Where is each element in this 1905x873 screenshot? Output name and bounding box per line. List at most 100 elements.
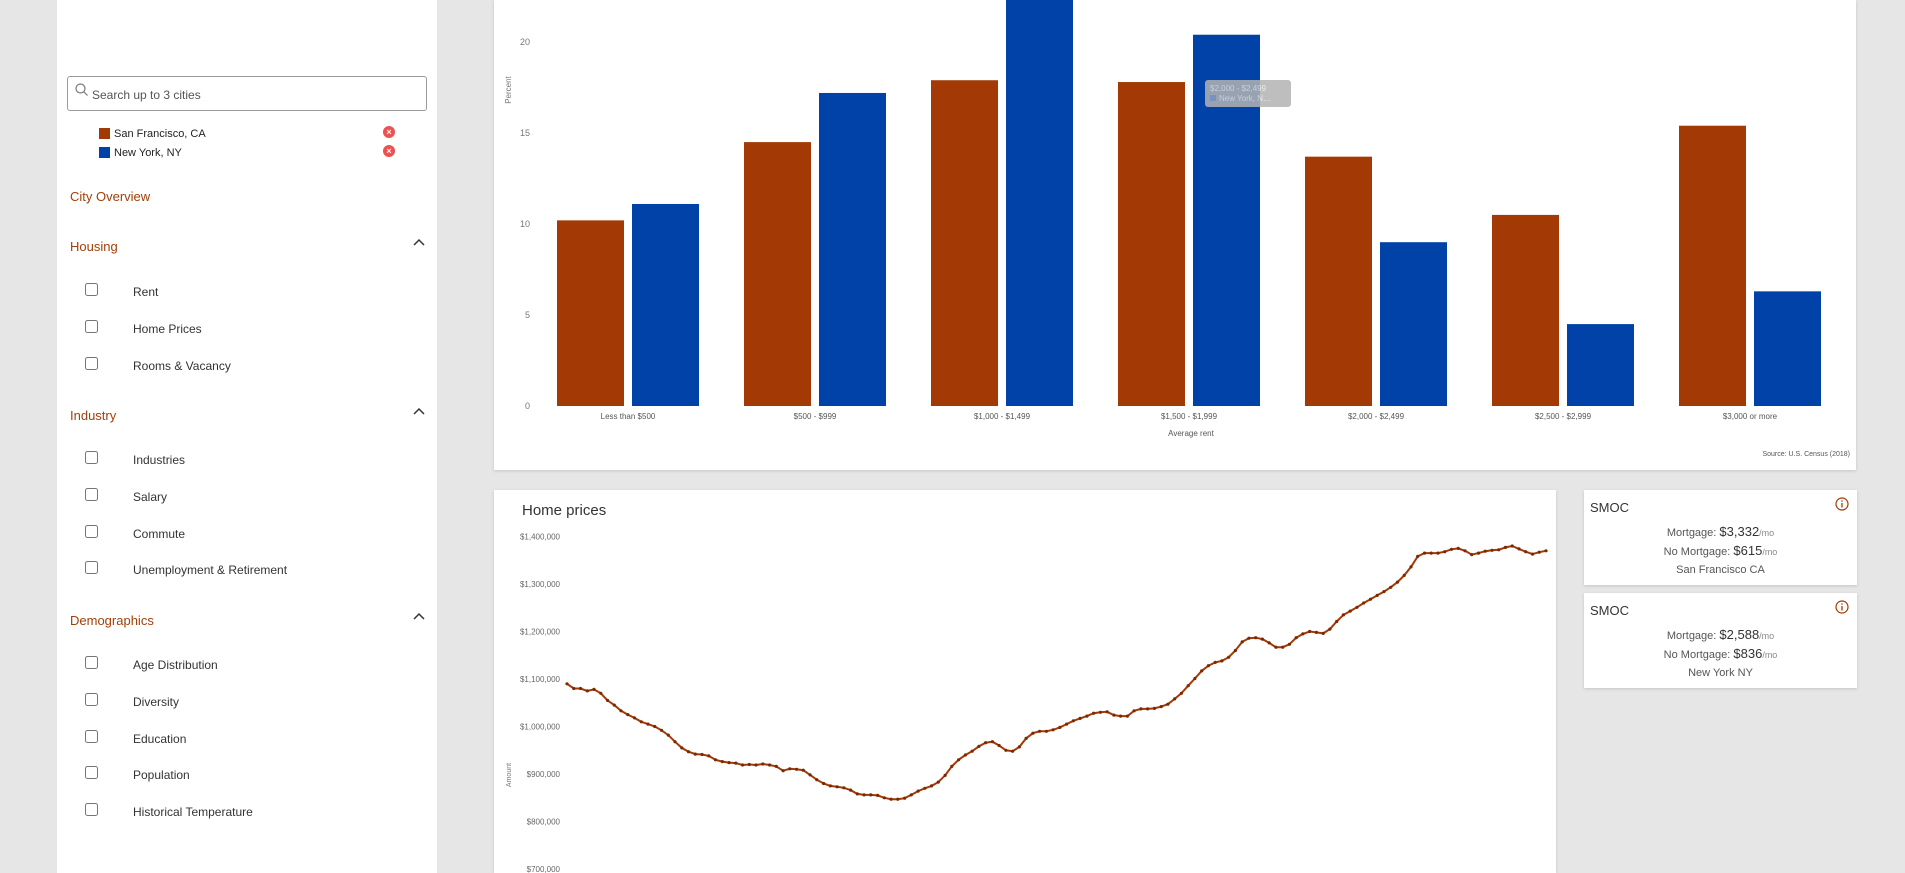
option-age-distribution[interactable]: Age Distribution: [85, 656, 415, 676]
price-point: [1449, 547, 1454, 551]
option-diversity[interactable]: Diversity: [85, 693, 415, 713]
price-point: [774, 764, 778, 768]
price-point: [930, 784, 934, 788]
y-tick-label: $1,000,000: [520, 723, 561, 732]
price-point: [849, 788, 853, 792]
price-point: [855, 792, 859, 796]
price-point: [1497, 548, 1501, 552]
price-point: [1416, 554, 1420, 558]
smoc-city: New York NY: [1688, 667, 1753, 679]
smoc-no-mortgage: No Mortgage: $836/mo: [1584, 646, 1857, 661]
price-point: [1503, 545, 1508, 549]
section-housing-title[interactable]: Housing: [70, 239, 118, 254]
historical-temperature-checkbox[interactable]: [85, 803, 98, 816]
y-tick-label: $800,000: [527, 818, 561, 827]
option-salary[interactable]: Salary: [85, 488, 415, 508]
rent-chart-card: 0 5 10 15 20 Percent Less than $500 $500 - $999…: [494, 0, 1856, 470]
option-rent[interactable]: Rent: [85, 283, 415, 303]
smoc-city: San Francisco CA: [1676, 564, 1765, 576]
y-tick-label: 20: [520, 37, 530, 47]
industries-checkbox[interactable]: [85, 451, 98, 464]
population-checkbox[interactable]: [85, 766, 98, 779]
option-industries[interactable]: Industries: [85, 451, 415, 471]
price-point: [1544, 549, 1548, 553]
bar-san-francisco: [557, 220, 624, 406]
price-point: [1166, 702, 1170, 706]
info-icon[interactable]: [1835, 600, 1849, 614]
rooms-vacancy-checkbox[interactable]: [85, 357, 98, 370]
price-point: [1328, 627, 1332, 631]
y-tick-label: 0: [525, 401, 530, 411]
mortgage-label: Mortgage:: [1666, 527, 1717, 539]
price-point: [1254, 636, 1258, 640]
source-note: Source: U.S. Census (2018): [1762, 451, 1850, 458]
commute-checkbox[interactable]: [85, 525, 98, 538]
selected-city-new-york: New York, NY ×: [99, 145, 399, 162]
city-overview-link[interactable]: City Overview: [70, 189, 151, 204]
info-icon[interactable]: [1835, 497, 1849, 511]
price-point: [713, 758, 718, 762]
price-point: [1213, 660, 1217, 664]
chevron-up-icon[interactable]: [412, 237, 426, 247]
price-point: [619, 709, 623, 713]
chevron-up-icon[interactable]: [412, 611, 426, 621]
home-prices-checkbox[interactable]: [85, 320, 98, 333]
city-search-input[interactable]: [90, 77, 424, 112]
option-rooms-vacancy[interactable]: Rooms & Vacancy: [85, 357, 415, 377]
section-industry-title[interactable]: Industry: [70, 408, 117, 423]
tooltip-box: [1205, 80, 1291, 107]
price-point: [923, 786, 927, 790]
education-checkbox[interactable]: [85, 730, 98, 743]
y-axis-label: Amount: [506, 763, 513, 787]
price-point: [801, 768, 805, 772]
price-point: [808, 773, 812, 777]
no-mortgage-label: No Mortgage:: [1663, 649, 1731, 661]
price-point: [1294, 636, 1298, 640]
option-home-prices[interactable]: Home Prices: [85, 320, 415, 340]
option-label: Industries: [133, 453, 186, 467]
salary-checkbox[interactable]: [85, 488, 98, 501]
price-point: [909, 793, 913, 797]
section-demographics-title[interactable]: Demographics: [70, 613, 154, 628]
bar-san-francisco: [1492, 214, 1559, 406]
option-education[interactable]: Education: [85, 730, 415, 750]
unemployment-retirement-checkbox[interactable]: [85, 561, 98, 574]
price-point: [700, 752, 704, 757]
price-point: [977, 744, 981, 748]
smoc-mortgage: Mortgage: $2,588/mo: [1584, 627, 1857, 642]
option-label: Age Distribution: [133, 658, 218, 672]
x-tick-label: $1,500 - $1,999: [1161, 412, 1218, 421]
price-point: [1004, 748, 1008, 752]
option-commute[interactable]: Commute: [85, 525, 415, 545]
option-historical-temperature[interactable]: Historical Temperature: [85, 803, 415, 823]
unit: /mo: [1759, 631, 1775, 641]
price-point: [1159, 705, 1163, 709]
price-point: [693, 752, 697, 756]
price-point: [1186, 684, 1190, 688]
x-tick-label: $1,000 - $1,499: [974, 412, 1031, 421]
option-unemployment-retirement[interactable]: Unemployment & Retirement: [85, 561, 415, 581]
price-point: [889, 797, 893, 801]
bar-new-york: [1380, 242, 1447, 406]
remove-city-icon[interactable]: ×: [383, 145, 395, 157]
rent-checkbox[interactable]: [85, 283, 98, 296]
price-point: [862, 793, 866, 797]
y-tick-label: $1,200,000: [520, 628, 561, 637]
price-point: [1308, 629, 1312, 634]
price-point: [747, 762, 751, 767]
city-search-box[interactable]: [67, 76, 427, 112]
price-point: [1335, 619, 1339, 624]
remove-city-icon[interactable]: ×: [383, 126, 395, 138]
option-label: Commute: [133, 527, 186, 541]
unit: /mo: [1762, 547, 1778, 557]
option-population[interactable]: Population: [85, 766, 415, 786]
bar-san-francisco: [1118, 82, 1185, 406]
age-distribution-checkbox[interactable]: [85, 656, 98, 669]
price-point: [727, 761, 731, 765]
price-point: [1389, 585, 1393, 589]
diversity-checkbox[interactable]: [85, 693, 98, 706]
price-point: [1071, 719, 1075, 723]
option-label: Salary: [133, 490, 168, 504]
chevron-up-icon[interactable]: [412, 406, 426, 416]
